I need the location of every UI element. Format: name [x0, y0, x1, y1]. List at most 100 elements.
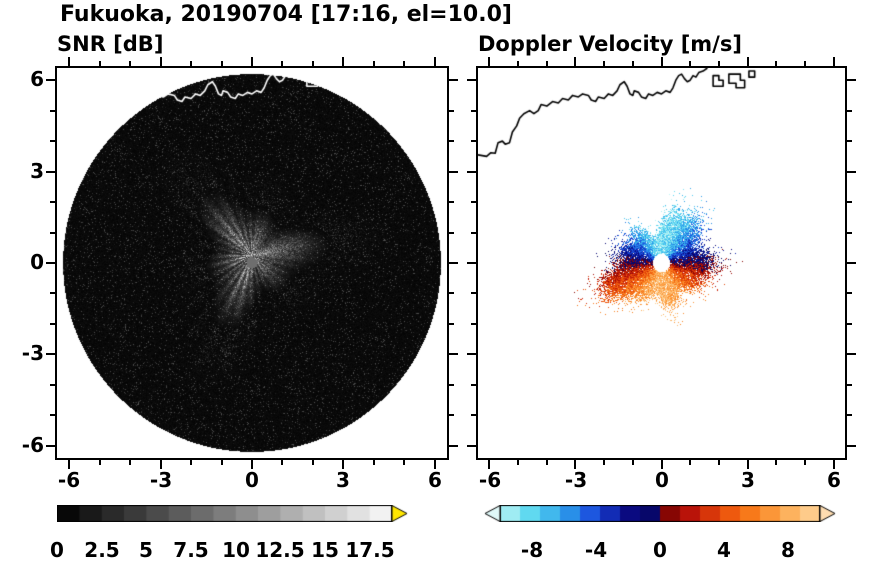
axis-tick [631, 61, 634, 66]
velocity-colorbar-label: 8 [781, 538, 795, 562]
axis-tick [471, 231, 476, 234]
axis-tick [689, 61, 692, 66]
axis-tick [471, 383, 476, 386]
axis-tick [803, 460, 806, 465]
axis-tick [449, 170, 458, 173]
axis-tick [471, 201, 476, 204]
axis-tick [545, 460, 548, 465]
snr-x-tick-label: -3 [149, 468, 173, 492]
snr-colorbar-label: 17.5 [345, 538, 395, 562]
axis-tick [471, 322, 476, 325]
axis-tick [46, 444, 55, 447]
snr-colorbar-label: 7.5 [173, 538, 209, 562]
axis-tick [159, 57, 162, 66]
axis-tick [50, 414, 55, 417]
axis-tick [68, 460, 71, 469]
axis-tick [471, 414, 476, 417]
axis-tick [603, 460, 606, 465]
axis-tick [50, 231, 55, 234]
snr-x-tick-label: -6 [57, 468, 81, 492]
snr-colorbar-label: 2.5 [84, 538, 120, 562]
axis-tick [220, 460, 223, 465]
axis-tick [46, 79, 55, 82]
axis-tick [847, 109, 852, 112]
axis-tick [449, 353, 458, 356]
velocity-x-tick-label: 6 [827, 468, 841, 492]
snr-colorbar-label: 5 [139, 538, 153, 562]
axis-tick [471, 109, 476, 112]
axis-tick [847, 79, 856, 82]
axis-tick [342, 57, 345, 66]
axis-tick [46, 170, 55, 173]
velocity-x-tick-label: 3 [741, 468, 755, 492]
axis-tick [403, 61, 406, 66]
snr-colorbar-label: 0 [50, 538, 64, 562]
axis-tick [467, 79, 476, 82]
snr-colorbar-label: 15 [311, 538, 339, 562]
axis-tick [449, 414, 454, 417]
snr-colorbar-canvas [57, 505, 409, 522]
axis-tick [50, 322, 55, 325]
axis-tick [517, 460, 520, 465]
velocity-x-tick-label: -3 [564, 468, 588, 492]
axis-tick [50, 109, 55, 112]
axis-tick [545, 61, 548, 66]
axis-tick [449, 383, 454, 386]
snr-y-tick-label: 3 [30, 159, 44, 183]
axis-tick [449, 109, 454, 112]
velocity-colorbar-label: 4 [717, 538, 731, 562]
velocity-colorbar-label: -8 [520, 538, 544, 562]
velocity-colorbar-canvas [484, 505, 837, 522]
axis-tick [50, 383, 55, 386]
snr-x-tick-label: 6 [428, 468, 442, 492]
snr-x-tick-label: 3 [336, 468, 350, 492]
axis-tick [832, 460, 835, 469]
axis-tick [251, 57, 253, 66]
axis-tick [467, 444, 476, 447]
figure-title: Fukuoka, 20190704 [17:16, el=10.0] [60, 2, 512, 27]
axis-tick [803, 61, 806, 66]
axis-tick [717, 61, 720, 66]
axis-tick [660, 460, 663, 469]
axis-tick [46, 262, 55, 264]
axis-tick [471, 292, 476, 295]
axis-tick [746, 460, 749, 469]
velocity-panel-title: Doppler Velocity [m/s] [478, 32, 742, 56]
snr-y-tick-label: -3 [21, 341, 44, 365]
velocity-x-tick-label: 0 [655, 468, 669, 492]
snr-panel-title: SNR [dB] [57, 32, 164, 56]
axis-tick [449, 444, 458, 447]
axis-tick [449, 201, 454, 204]
axis-tick [46, 353, 55, 356]
axis-tick [603, 61, 606, 66]
axis-tick [775, 460, 778, 465]
axis-tick [517, 61, 520, 66]
snr-colorbar-label: 12.5 [255, 538, 305, 562]
axis-tick [190, 460, 193, 465]
axis-tick [372, 460, 375, 465]
snr-plot-frame [55, 66, 449, 460]
axis-tick [467, 262, 476, 264]
axis-tick [129, 460, 132, 465]
axis-tick [98, 460, 101, 465]
axis-tick [311, 61, 314, 66]
axis-tick [847, 231, 852, 234]
axis-tick [847, 383, 852, 386]
axis-tick [832, 57, 835, 66]
axis-tick [159, 460, 162, 469]
axis-tick [129, 61, 132, 66]
axis-tick [449, 262, 458, 264]
axis-tick [631, 460, 634, 465]
axis-tick [689, 460, 692, 465]
snr-y-tick-label: 6 [30, 67, 44, 91]
velocity-colorbar-label: 0 [653, 538, 667, 562]
axis-tick [488, 460, 491, 469]
axis-tick [467, 170, 476, 173]
axis-tick [847, 292, 852, 295]
axis-tick [372, 61, 375, 66]
axis-tick [433, 460, 436, 469]
axis-tick [847, 170, 856, 173]
axis-tick [488, 57, 491, 66]
axis-tick [847, 322, 852, 325]
